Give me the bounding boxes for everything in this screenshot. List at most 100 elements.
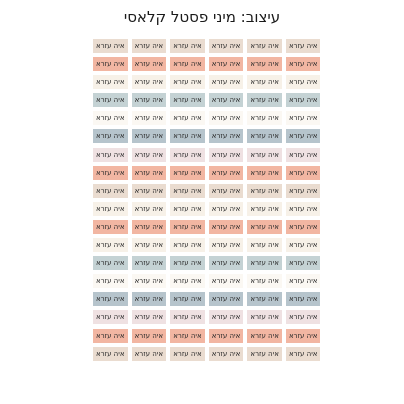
name-sticker: איה עזרא <box>285 201 321 216</box>
name-sticker: איה עזרא <box>247 346 282 361</box>
name-sticker: איה עזרא <box>131 75 167 90</box>
name-sticker: איה עזרא <box>285 39 321 53</box>
name-sticker: איה עזרא <box>285 183 321 198</box>
name-sticker: איה עזרא <box>131 328 167 343</box>
name-sticker: איה עזרא <box>170 346 205 361</box>
name-sticker: איה עזרא <box>131 238 167 253</box>
name-sticker: איה עזרא <box>247 129 282 144</box>
name-sticker: איה עזרא <box>93 165 128 180</box>
sticker-grid: איה עזרא איה עזרא איה עזרא איה עזרא איה עזרא… <box>93 39 321 361</box>
name-sticker: איה עזרא <box>247 219 282 234</box>
name-sticker: איה עזרא <box>247 274 282 289</box>
name-sticker: איה עזרא <box>93 292 128 307</box>
name-sticker: איה עזרא <box>285 274 321 289</box>
name-sticker: איה עזרא <box>285 292 321 307</box>
name-sticker: איה עזרא <box>170 165 205 180</box>
name-sticker: איה עזרא <box>247 201 282 216</box>
name-sticker: איה עזרא <box>93 256 128 271</box>
name-sticker: איה עזרא <box>131 165 167 180</box>
name-sticker: איה עזרא <box>93 129 128 144</box>
name-sticker: איה עזרא <box>208 219 244 234</box>
name-sticker: איה עזרא <box>131 219 167 234</box>
name-sticker: איה עזרא <box>285 57 321 72</box>
name-sticker: איה עזרא <box>285 310 321 325</box>
name-sticker: איה עזרא <box>247 75 282 90</box>
name-sticker: איה עזרא <box>285 256 321 271</box>
name-sticker: איה עזרא <box>93 147 128 162</box>
name-sticker: איה עזרא <box>93 111 128 126</box>
name-sticker: איה עזרא <box>285 165 321 180</box>
name-sticker: איה עזרא <box>247 292 282 307</box>
name-sticker: איה עזרא <box>93 310 128 325</box>
name-sticker: איה עזרא <box>208 93 244 108</box>
name-sticker: איה עזרא <box>285 93 321 108</box>
name-sticker: איה עזרא <box>208 165 244 180</box>
name-sticker: איה עזרא <box>93 39 128 53</box>
name-sticker: איה עזרא <box>208 147 244 162</box>
name-sticker: איה עזרא <box>131 256 167 271</box>
name-sticker: איה עזרא <box>247 183 282 198</box>
name-sticker: איה עזרא <box>170 129 205 144</box>
name-sticker: איה עזרא <box>247 111 282 126</box>
name-sticker: איה עזרא <box>131 183 167 198</box>
name-sticker: איה עזרא <box>208 39 244 53</box>
name-sticker: איה עזרא <box>93 346 128 361</box>
name-sticker: איה עזרא <box>131 57 167 72</box>
name-sticker: איה עזרא <box>208 238 244 253</box>
name-sticker: איה עזרא <box>208 111 244 126</box>
name-sticker: איה עזרא <box>285 328 321 343</box>
name-sticker: איה עזרא <box>131 292 167 307</box>
name-sticker: איה עזרא <box>93 238 128 253</box>
name-sticker: איה עזרא <box>247 165 282 180</box>
name-sticker: איה עזרא <box>93 219 128 234</box>
name-sticker: איה עזרא <box>170 183 205 198</box>
name-sticker: איה עזרא <box>208 274 244 289</box>
name-sticker: איה עזרא <box>208 346 244 361</box>
name-sticker: איה עזרא <box>170 274 205 289</box>
name-sticker: איה עזרא <box>208 129 244 144</box>
name-sticker: איה עזרא <box>170 292 205 307</box>
name-sticker: איה עזרא <box>170 201 205 216</box>
name-sticker: איה עזרא <box>285 238 321 253</box>
name-sticker: איה עזרא <box>170 147 205 162</box>
name-sticker: איה עזרא <box>285 75 321 90</box>
name-sticker: איה עזרא <box>208 201 244 216</box>
name-sticker: איה עזרא <box>247 39 282 53</box>
name-sticker: איה עזרא <box>131 147 167 162</box>
name-sticker: איה עזרא <box>247 238 282 253</box>
name-sticker: איה עזרא <box>208 183 244 198</box>
name-sticker: איה עזרא <box>131 93 167 108</box>
name-sticker: איה עזרא <box>93 201 128 216</box>
name-sticker: איה עזרא <box>208 57 244 72</box>
name-sticker: איה עזרא <box>93 274 128 289</box>
name-sticker: איה עזרא <box>131 274 167 289</box>
name-sticker: איה עזרא <box>285 346 321 361</box>
name-sticker: איה עזרא <box>170 93 205 108</box>
name-sticker: איה עזרא <box>93 57 128 72</box>
name-sticker: איה עזרא <box>170 219 205 234</box>
name-sticker: איה עזרא <box>247 57 282 72</box>
name-sticker: איה עזרא <box>208 292 244 307</box>
name-sticker: איה עזרא <box>170 75 205 90</box>
name-sticker: איה עזרא <box>247 328 282 343</box>
name-sticker: איה עזרא <box>170 310 205 325</box>
name-sticker: איה עזרא <box>170 39 205 53</box>
name-sticker: איה עזרא <box>93 75 128 90</box>
name-sticker: איה עזרא <box>247 310 282 325</box>
name-sticker: איה עזרא <box>131 201 167 216</box>
name-sticker: איה עזרא <box>208 310 244 325</box>
name-sticker: איה עזרא <box>285 111 321 126</box>
name-sticker: איה עזרא <box>285 219 321 234</box>
name-sticker: איה עזרא <box>170 111 205 126</box>
name-sticker: איה עזרא <box>285 147 321 162</box>
name-sticker: איה עזרא <box>93 183 128 198</box>
name-sticker: איה עזרא <box>131 129 167 144</box>
name-sticker: איה עזרא <box>247 256 282 271</box>
name-sticker: איה עזרא <box>131 346 167 361</box>
name-sticker: איה עזרא <box>170 238 205 253</box>
name-sticker: איה עזרא <box>170 256 205 271</box>
name-sticker: איה עזרא <box>285 129 321 144</box>
name-sticker: איה עזרא <box>208 256 244 271</box>
name-sticker: איה עזרא <box>131 310 167 325</box>
